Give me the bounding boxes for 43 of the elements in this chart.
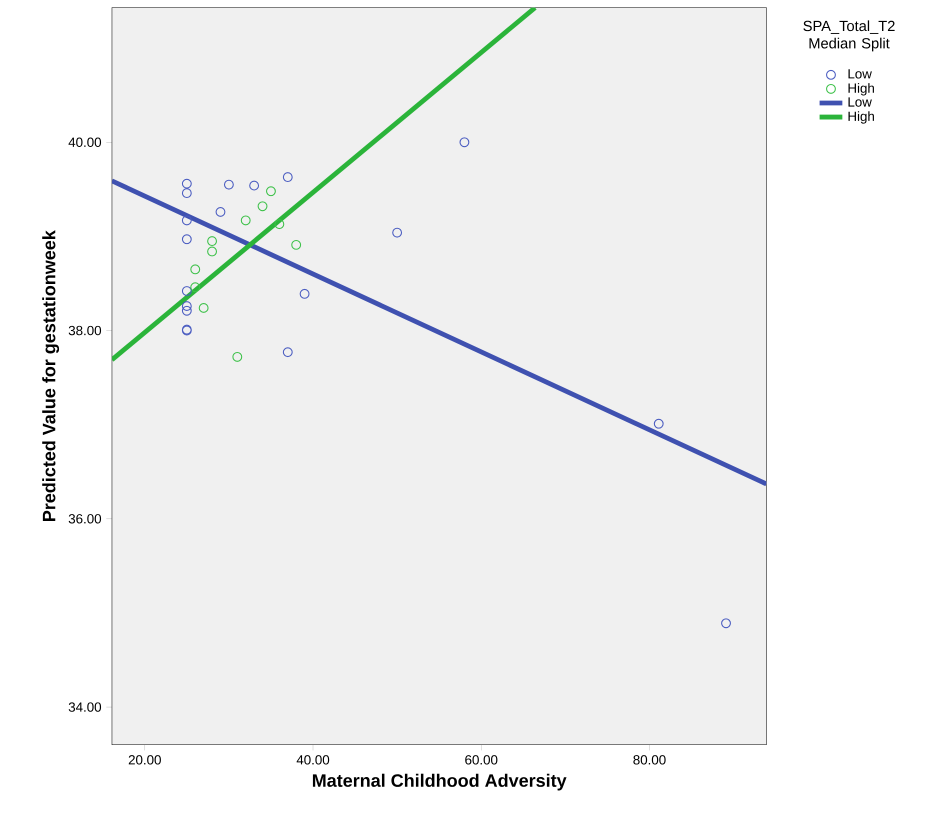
point (182, 301, 192, 312)
point (282, 172, 293, 182)
point (654, 418, 664, 429)
point (249, 180, 260, 191)
legend-title: SPA_Total_T2 Median Split (803, 20, 895, 52)
point (182, 286, 192, 296)
y-tick-label: 40.00 (68, 138, 102, 148)
point (232, 352, 242, 362)
point (182, 234, 192, 244)
point (190, 264, 200, 274)
x-tick-label: 80.00 (633, 755, 666, 765)
point (216, 207, 226, 218)
point (207, 246, 217, 257)
point (182, 188, 192, 198)
legend-label: Low (848, 98, 872, 107)
x-tick-label: 60.00 (465, 755, 498, 765)
x-axis-title: Maternal Childhood Adversity (312, 774, 567, 791)
y-tick-label: 36.00 (68, 514, 102, 524)
legend-label: High (848, 83, 874, 96)
point (392, 228, 402, 238)
legend-label: Low (848, 69, 872, 79)
point (300, 289, 310, 299)
point (224, 180, 234, 190)
point (258, 201, 268, 212)
legend-label: High (848, 111, 874, 124)
point (198, 303, 209, 314)
point (207, 236, 217, 246)
x-tick-label: 20.00 (128, 755, 161, 765)
point (274, 219, 284, 230)
point (266, 186, 276, 196)
point (282, 347, 293, 358)
point (182, 178, 192, 189)
point (240, 216, 251, 226)
y-tick-label: 34.00 (68, 702, 102, 712)
y-tick-label: 38.00 (68, 326, 102, 336)
y-axis-title: Predicted Value for gestationweek (42, 230, 60, 522)
point (182, 216, 192, 226)
point (721, 618, 731, 628)
point (459, 137, 470, 148)
point (182, 306, 192, 316)
x-tick-label: 40.00 (296, 755, 330, 765)
point (291, 240, 302, 250)
point (190, 282, 200, 292)
